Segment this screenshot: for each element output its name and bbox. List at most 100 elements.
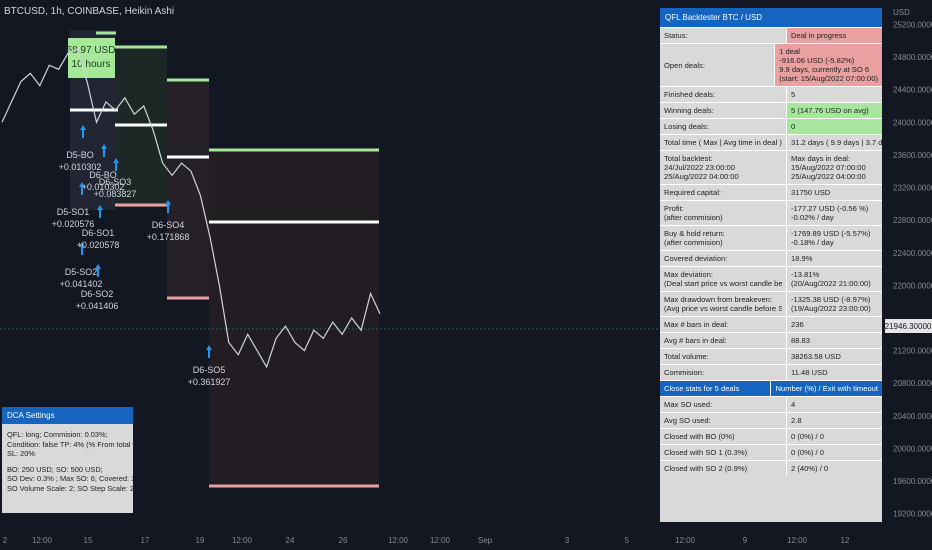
dca-line: BO: 250 USD; SO: 500 USD;	[7, 464, 103, 474]
x-tick-label: 24	[286, 536, 295, 545]
x-tick-label: 12:00	[787, 536, 808, 545]
value-line: 31750 USD	[791, 188, 831, 197]
row-value: 4	[786, 397, 882, 412]
label-line: (after commision)	[664, 213, 723, 222]
annotation-value: +0.041402	[60, 279, 103, 289]
deal-zones	[70, 30, 379, 485]
arrow	[79, 182, 85, 195]
value-line: Max days in deal:	[791, 154, 851, 163]
row-label: Closed with BO (0%)	[660, 429, 786, 444]
label-line: 24/Jul/2022 23:00:00	[664, 163, 735, 172]
annotation-name: D5-SO2	[65, 267, 98, 277]
row-value: -1325.38 USD (-8.97%) (19/Aug/2022 23:00:…	[786, 292, 882, 316]
row-value: -177.27 USD (-0.56 %) -0.02% / day	[786, 201, 882, 225]
annotation-value: +0.020578	[77, 240, 120, 250]
y-tick-label: 20800.00000	[893, 379, 932, 388]
annotation-value: +0.010302	[59, 162, 102, 172]
row-value: 0 (0%) / 0	[786, 445, 882, 460]
table-row: Max SO used: 4	[660, 396, 882, 412]
table-row: Max # bars in deal: 236	[660, 316, 882, 332]
row-value: Max days in deal: 15/Aug/2022 07:00:00 25/…	[786, 151, 882, 184]
arrow	[113, 158, 119, 171]
row-value: 0	[786, 119, 882, 134]
row-value: 88.83	[786, 333, 882, 348]
arrow	[101, 144, 107, 157]
table-row: Total time ( Max | Avg time in deal ): 31…	[660, 134, 882, 150]
row-value: -13.81% (20/Aug/2022 21:00:00)	[786, 267, 882, 291]
annotation-value: +0.041406	[76, 301, 119, 311]
label-line: Max drawdown from breakeven:	[664, 295, 773, 304]
row-value: -1769.89 USD (-5.57%) -0.18% / day	[786, 226, 882, 250]
dca-line: SO Volume Scale: 2; SO Step Scale: 2;	[7, 483, 133, 493]
profit-duration: 10 hours	[72, 59, 111, 70]
row-label: Closed with SO 2 (0.9%)	[660, 461, 786, 476]
x-tick-label: 12	[841, 536, 850, 545]
dca-line: SL: 20%	[7, 449, 35, 458]
x-tick-label: 12:00	[388, 536, 409, 545]
value-line: Number (%) / Exit with timeout	[775, 384, 878, 393]
price-line	[1, 48, 381, 369]
row-value: Number (%) / Exit with timeout	[770, 381, 882, 396]
profit-amount: 68.97 USD	[67, 45, 116, 56]
label-line: Total time ( Max | Avg time in deal ):	[664, 138, 782, 147]
table-row: Avg SO used: 2.8	[660, 412, 882, 428]
row-label: Profit: (after commision)	[660, 201, 786, 225]
table-row: Close stats for 5 deals Number (%) / Exit…	[660, 380, 882, 396]
annotation-value: +0.020576	[52, 219, 95, 229]
row-label: Covered deviation:	[660, 251, 786, 266]
annotation-name: D6-BO	[89, 170, 117, 180]
label-line: (after commision)	[664, 238, 723, 247]
y-tick-label: 25200.00000	[893, 20, 932, 29]
label-line: Total backtest:	[664, 154, 713, 163]
row-value: 11.48 USD	[786, 365, 882, 380]
x-tick-label: 12:00	[32, 536, 53, 545]
table-row: Losing deals: 0	[660, 118, 882, 134]
row-label: Losing deals:	[660, 119, 786, 134]
current-price-label: 21946.30000	[885, 322, 932, 331]
label-line: Covered deviation:	[664, 254, 728, 263]
value-line: 0	[791, 122, 796, 131]
value-line: 2.8	[791, 416, 802, 425]
table-row: Required capital: 31750 USD	[660, 184, 882, 200]
table-row: Status: Deal in progress	[660, 27, 882, 43]
y-tick-label: 24400.00000	[893, 86, 932, 95]
row-label: Closed with SO 1 (0.3%)	[660, 445, 786, 460]
row-value: 31.2 days ( 9.9 days | 3.7 days )	[786, 135, 882, 150]
label-line: Max SO used:	[664, 400, 713, 409]
annotation-value: +0.171868	[147, 232, 190, 242]
y-tick-label: 21200.00000	[893, 347, 932, 356]
annotation-name: D6-SO3	[99, 177, 132, 187]
y-tick-label: 23600.00000	[893, 151, 932, 160]
value-line: 88.83	[791, 336, 811, 345]
value-line: 25/Aug/2022 04:00:00	[791, 172, 866, 181]
y-tick-label: 19200.00000	[893, 510, 932, 519]
value-line: 9.9 days, currently at SO 6	[779, 65, 870, 74]
label-line: (Avg price vs worst candle before SL)	[664, 304, 782, 313]
y-tick-label: 24000.00000	[893, 118, 932, 127]
x-tick-label: 5	[625, 536, 630, 545]
value-line: (19/Aug/2022 23:00:00)	[791, 304, 871, 313]
label-line: Closed with BO (0%)	[664, 432, 735, 441]
value-line: -0.02% / day	[791, 213, 834, 222]
row-value: 5 (147.76 USD on avg)	[786, 103, 882, 118]
row-label: Max deviation: (Deal start price vs worst…	[660, 267, 786, 291]
value-line: (20/Aug/2022 21:00:00)	[791, 279, 871, 288]
table-row: Profit: (after commision) -177.27 USD (-0.…	[660, 200, 882, 225]
arrow	[95, 264, 101, 277]
value-line: (start: 15/Aug/2022 07:00:00)	[779, 74, 878, 83]
profit-box	[68, 38, 115, 78]
table-row: Covered deviation: 18.9%	[660, 250, 882, 266]
value-line: 1 deal	[779, 47, 800, 56]
arrow	[79, 242, 85, 255]
label-line: Losing deals:	[664, 122, 709, 131]
value-line: -13.81%	[791, 270, 820, 279]
value-line: 236	[791, 320, 804, 329]
row-value: 236	[786, 317, 882, 332]
table-row: Closed with SO 2 (0.9%) 2 (40%) / 0	[660, 460, 882, 476]
label-line: Avg SO used:	[664, 416, 711, 425]
annotation-name: D6-SO5	[193, 365, 226, 375]
dca-settings: DCA Settings QFL: long; Commision: 0.03%;…	[2, 407, 133, 513]
label-line: Total volume:	[664, 352, 709, 361]
row-value: Deal in progress	[786, 28, 882, 43]
